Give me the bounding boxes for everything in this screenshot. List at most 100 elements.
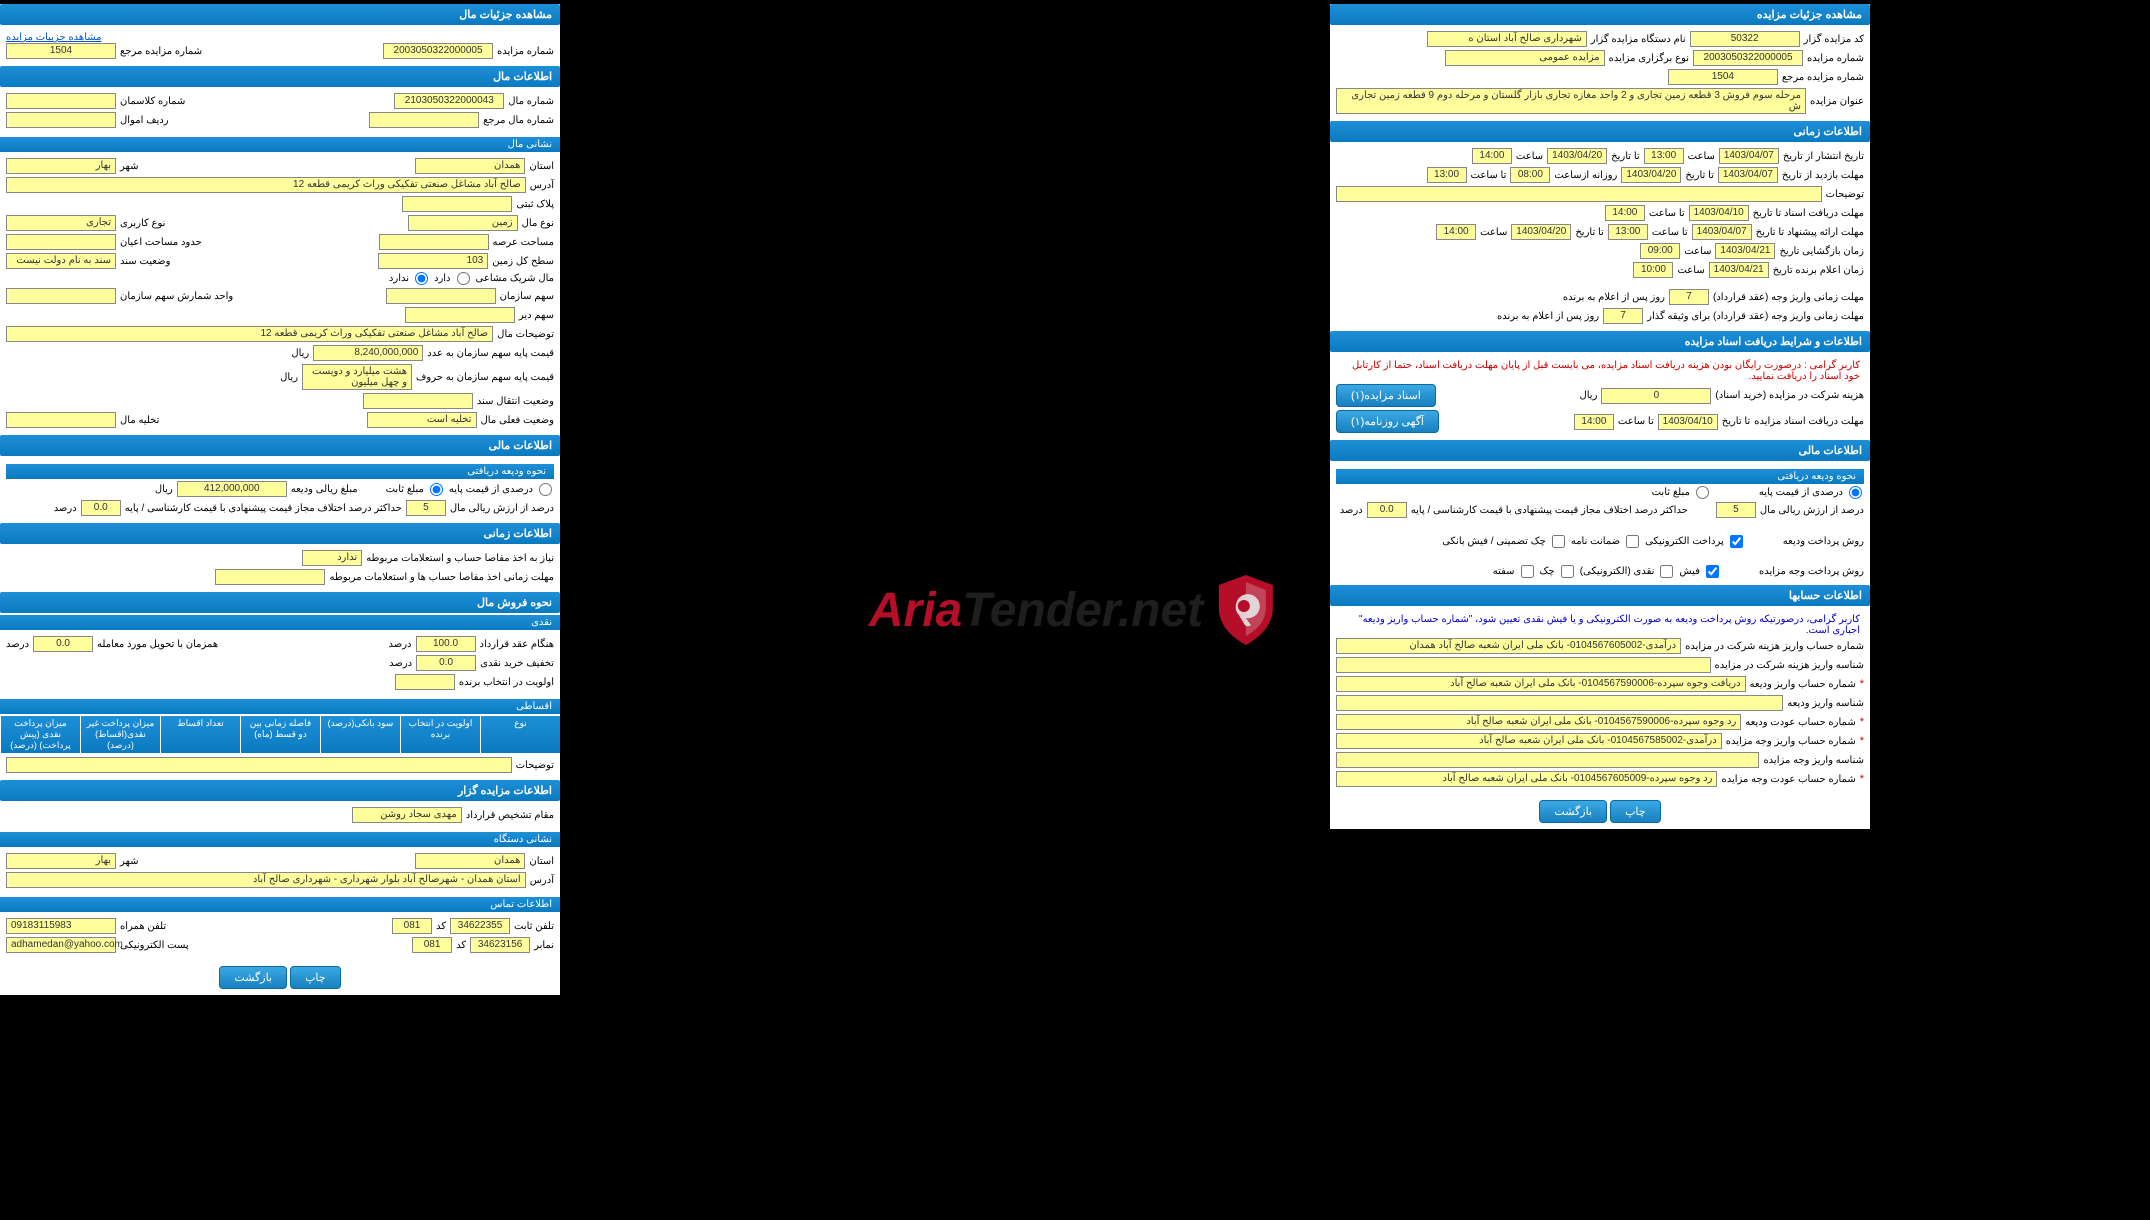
fld-account-6[interactable] [1336,752,1759,768]
fld-contact-0-2[interactable]: 081 [392,918,432,934]
fld-asset-1-2[interactable] [6,112,116,128]
time-d2-1[interactable]: 1403/04/20 [1621,167,1681,183]
btn-newspaper-ad[interactable]: آگهی روزنامه(۱) [1336,410,1439,433]
fld-account-2[interactable]: دریافت وجوه سپرده-0104567590006- بانک مل… [1336,676,1746,692]
fld-org-addr-0-2[interactable]: بهار [6,853,116,869]
fld-max-diff-l[interactable]: 0.0 [81,500,121,516]
fld-auction-type[interactable]: مزایده عمومی [1445,50,1605,66]
fld-max-diff[interactable]: 0.0 [1367,502,1407,518]
time-t1-0[interactable]: 13:00 [1644,148,1684,164]
fld-auction-no[interactable]: 2003050322000005 [1693,50,1803,66]
btn-print-right[interactable]: چاپ [1610,800,1661,823]
fld-sale-1-1[interactable]: 0.0 [416,655,476,671]
fld-sale-0-1[interactable]: 100.0 [416,636,476,652]
fld-addr-13-2[interactable] [6,412,116,428]
fld-sale-0-2[interactable]: 0.0 [33,636,93,652]
fld-auction-ref-l[interactable]: 1504 [6,43,116,59]
fld-contract-authority[interactable]: مهدی سجاد روشن [352,807,462,823]
btn-print-left[interactable]: چاپ [290,966,341,989]
fld-addr-4-1[interactable] [379,234,489,250]
fld-addr-3-2[interactable]: تجاری [6,215,116,231]
fld-addr-0-2[interactable]: بهار [6,158,116,174]
time-fld-2[interactable] [1336,186,1822,202]
fld-auction-ref[interactable]: 1504 [1668,69,1778,85]
btn-auction-docs[interactable]: اسناد مزایده(۱) [1336,384,1436,407]
time-d1-0[interactable]: 1403/04/07 [1719,148,1779,164]
radio-fixed-l[interactable] [430,483,443,496]
chk-guarantee[interactable] [1626,535,1639,548]
radio-share-yes[interactable] [457,272,470,285]
fld-auction-no-l[interactable]: 2003050322000005 [383,43,493,59]
time-d2-0[interactable]: 1403/04/20 [1547,148,1607,164]
fld-account-1[interactable] [1336,657,1711,673]
fld-participation-cost[interactable]: 0 [1601,388,1711,404]
fld-account-5[interactable]: درآمدی-0104567585002- بانک ملی ایران شعب… [1336,733,1722,749]
fld-contact-1-1[interactable]: 34623156 [470,937,530,953]
fld-contact-0-3[interactable]: 09183115983 [6,918,116,934]
fld-sale-2-1[interactable] [395,674,455,690]
radio-percent-base[interactable] [1849,486,1862,499]
fld-auction-org-code[interactable]: 50322 [1690,31,1800,47]
time-t2-0[interactable]: 14:00 [1472,148,1512,164]
chk-electronic-pay[interactable] [1730,535,1743,548]
fld-addr-5-1[interactable]: 103 [378,253,488,269]
fld-addr-9[interactable]: صالح آباد مشاغل صنعتی تفکیکی وراث کریمی … [6,326,493,342]
fld-addr-0-1[interactable]: همدان [415,158,525,174]
time-t2-4[interactable]: 14:00 [1436,224,1476,240]
time-t1-5[interactable]: 09:00 [1640,243,1680,259]
btn-back-right[interactable]: بازگشت [1539,800,1607,823]
time-t1-6[interactable]: 10:00 [1633,262,1673,278]
time-d1-4[interactable]: 1403/04/07 [1692,224,1752,240]
fld-account-0[interactable]: درآمدی-0104567605002- بانک ملی ایران شعب… [1336,638,1681,654]
fld-doc-deadline-time[interactable]: 14:00 [1574,414,1614,430]
fld-desc-l[interactable] [6,757,512,773]
fld-addr-13-1[interactable]: تخلیه است [367,412,477,428]
chk-safte[interactable] [1521,565,1534,578]
fld-addr-8-1[interactable] [405,307,515,323]
fld-pay-deadline2[interactable]: 7 [1603,308,1643,324]
fld-percent-value[interactable]: 5 [1716,502,1756,518]
radio-fixed-amount[interactable] [1696,486,1709,499]
time-d1-1[interactable]: 1403/04/07 [1718,167,1778,183]
fld-clearance-deadline[interactable] [215,569,325,585]
fld-account-7[interactable]: رد وجوه سپرده-0104567605009- بانک ملی ای… [1336,771,1717,787]
time-t3-1[interactable]: 13:00 [1427,167,1467,183]
time-d1-6[interactable]: 1403/04/21 [1709,262,1769,278]
fld-asset-1-1[interactable] [369,112,479,128]
fld-rial-deposit[interactable]: 412,000,000 [177,481,287,497]
fld-clearance[interactable]: ندارد [302,550,362,566]
fld-addr-5-2[interactable]: سند به نام دولت نیست [6,253,116,269]
time-t2-1[interactable]: 08:00 [1510,167,1550,183]
fld-account-4[interactable]: رد وجوه سپرده-0104567590006- بانک ملی ای… [1336,714,1741,730]
fld-asset-0-1[interactable]: 2103050322000043 [394,93,504,109]
time-d2-4[interactable]: 1403/04/20 [1511,224,1571,240]
time-d1-5[interactable]: 1403/04/21 [1715,243,1775,259]
fld-addr-1[interactable]: صالح آباد مشاغل صنعتی تفکیکی وراث کریمی … [6,177,526,193]
fld-addr-7-1[interactable] [386,288,496,304]
chk-fish[interactable] [1706,565,1719,578]
fld-addr-12-1[interactable] [363,393,473,409]
time-t1-3[interactable]: 14:00 [1605,205,1645,221]
fld-auction-org-name[interactable]: شهرداری صالح آباد استان ه [1427,31,1587,47]
btn-back-left[interactable]: بازگشت [219,966,287,989]
chk-check[interactable] [1561,565,1574,578]
fld-addr-3-1[interactable]: زمین [408,215,518,231]
fld-asset-0-2[interactable] [6,93,116,109]
radio-pct-l[interactable] [539,483,552,496]
fld-org-addr-0-1[interactable]: همدان [415,853,525,869]
fld-contact-1-2[interactable]: 081 [412,937,452,953]
fld-addr-4-2[interactable] [6,234,116,250]
fld-contact-1-3[interactable]: adhamedan@yahoo.com [6,937,116,953]
fld-addr-10-1[interactable]: 8,240,000,000 [313,345,423,361]
radio-share-no[interactable] [415,272,428,285]
chk-cash-electronic[interactable] [1660,565,1673,578]
fld-pct-l[interactable]: 5 [406,500,446,516]
fld-org-addr-1[interactable]: استان همدان - شهرصالح آباد بلوار شهرداری… [6,872,526,888]
fld-pay-deadline1[interactable]: 7 [1669,289,1709,305]
time-t1-4[interactable]: 13:00 [1608,224,1648,240]
fld-account-3[interactable] [1336,695,1783,711]
fld-addr-7-2[interactable] [6,288,116,304]
time-d1-3[interactable]: 1403/04/10 [1689,205,1749,221]
chk-bank-receipt[interactable] [1552,535,1565,548]
fld-addr-2-1[interactable] [402,196,512,212]
